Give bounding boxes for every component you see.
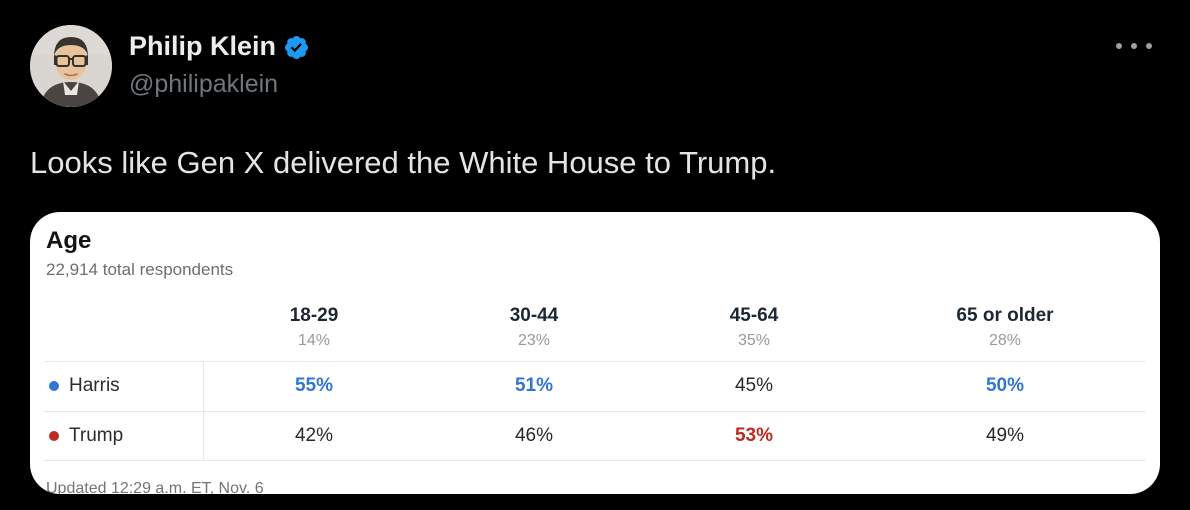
more-button[interactable] bbox=[1108, 25, 1160, 49]
trump-dot-icon bbox=[49, 430, 59, 441]
author-name[interactable]: Philip Klein bbox=[129, 31, 277, 61]
ellipsis-icon bbox=[1146, 43, 1152, 49]
tweet-header: Philip Klein @philipaklein bbox=[30, 25, 1160, 107]
column-header: 30-44 23% bbox=[424, 305, 644, 361]
column-share: 23% bbox=[517, 331, 551, 349]
column-share: 28% bbox=[988, 331, 1022, 349]
tweet-text: Looks like Gen X delivered the White Hou… bbox=[30, 145, 777, 180]
author-handle: @philipaklein bbox=[129, 70, 279, 99]
column-share: 35% bbox=[737, 331, 771, 349]
row-label-trump: Trump bbox=[44, 410, 204, 461]
column-header: 65 or older 28% bbox=[864, 305, 1146, 361]
row-label-harris: Harris bbox=[44, 360, 204, 411]
table-cell: 45% bbox=[644, 360, 864, 411]
avatar-illustration bbox=[30, 25, 112, 107]
column-header: 18-29 14% bbox=[204, 305, 424, 361]
table-cell: 51% bbox=[424, 360, 644, 411]
ellipsis-icon bbox=[1131, 43, 1137, 49]
table-cell: 50% bbox=[864, 360, 1146, 411]
column-label: 45-64 bbox=[729, 304, 779, 326]
table-cell: 53% bbox=[644, 410, 864, 461]
candidate-name: Trump bbox=[69, 424, 124, 446]
table-cell: 49% bbox=[864, 410, 1146, 461]
table-cell: 42% bbox=[204, 410, 424, 461]
column-label: 18-29 bbox=[289, 304, 339, 326]
column-label: 30-44 bbox=[509, 304, 559, 326]
card-title: Age bbox=[46, 227, 92, 255]
candidate-name: Harris bbox=[69, 375, 120, 397]
column-header: 45-64 35% bbox=[644, 305, 864, 361]
column-label: 65 or older bbox=[956, 304, 1054, 326]
ellipsis-icon bbox=[1116, 43, 1122, 49]
card-subtitle: 22,914 total respondents bbox=[46, 259, 234, 279]
avatar[interactable] bbox=[30, 25, 112, 107]
table-cell: 55% bbox=[204, 360, 424, 411]
column-share: 14% bbox=[297, 331, 331, 349]
card-footer: Updated 12:29 a.m. ET, Nov. 6 bbox=[46, 479, 264, 495]
table-cell: 46% bbox=[424, 410, 644, 461]
tweet-post: Philip Klein @philipaklein Looks like Ge… bbox=[30, 25, 1160, 495]
author-block: Philip Klein @philipaklein bbox=[129, 25, 310, 99]
table-corner-cell bbox=[44, 305, 204, 361]
exit-poll-card[interactable]: Age 22,914 total respondents 18-29 14% 3… bbox=[30, 212, 1160, 495]
verified-badge-icon bbox=[284, 35, 309, 59]
harris-dot-icon bbox=[49, 381, 59, 392]
age-table: 18-29 14% 30-44 23% 45-64 35% 65 or olde… bbox=[44, 305, 1146, 461]
